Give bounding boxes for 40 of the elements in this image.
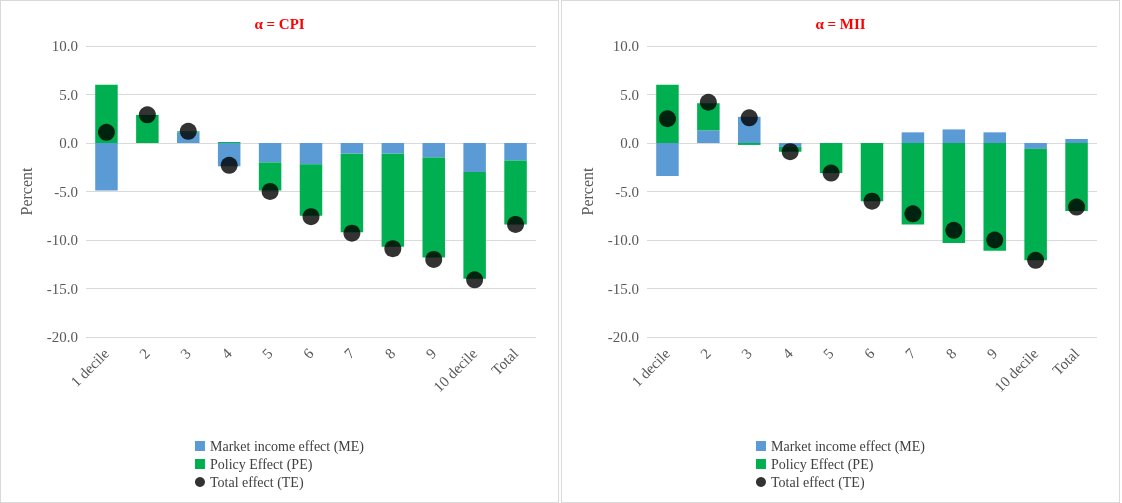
- x-tick-label: 7: [340, 344, 358, 362]
- x-tick-label: 8: [381, 345, 399, 362]
- y-axis-title: Percent: [578, 166, 596, 216]
- x-tick-label: 6: [861, 344, 879, 362]
- y-tick-label: -5.0: [615, 183, 639, 200]
- x-tick-label: 5: [259, 345, 276, 362]
- y-tick-label: 0.0: [59, 135, 78, 151]
- x-tick-label: 9: [422, 345, 440, 362]
- y-tick-label: -20.0: [607, 329, 639, 345]
- legend-label: Total effect (TE): [209, 474, 304, 491]
- y-tick-label: 0.0: [620, 135, 639, 151]
- x-tick-label: 9: [983, 345, 1001, 362]
- y-tick-label: -10.0: [46, 232, 78, 248]
- legend-label: Total effect (TE): [770, 474, 865, 491]
- y-axis-title: Percent: [17, 166, 35, 216]
- y-tick-label: -5.0: [54, 183, 78, 200]
- x-tick-label: 6: [300, 344, 318, 362]
- legend-label: Market income effect (ME): [209, 438, 365, 455]
- x-tick-label: 5: [820, 345, 837, 362]
- x-tick-label: 7: [901, 344, 919, 362]
- chart-title: α = CPI: [254, 15, 305, 32]
- y-tick-label: -20.0: [46, 329, 78, 345]
- y-tick-label: -10.0: [607, 232, 639, 248]
- x-tick-label: 8: [942, 345, 960, 362]
- legend-label: Market income effect (ME): [770, 438, 926, 455]
- x-tick-label: 2: [136, 345, 154, 362]
- x-tick-label: 2: [697, 345, 715, 362]
- legend-label: Policy Effect (PE): [209, 456, 313, 473]
- x-tick-label: 3: [738, 345, 755, 362]
- x-tick-label: 3: [177, 345, 194, 362]
- y-tick-label: 10.0: [612, 38, 639, 54]
- legend-label: Policy Effect (PE): [770, 456, 874, 473]
- x-tick-label: 4: [779, 344, 797, 362]
- y-tick-label: -15.0: [607, 280, 639, 297]
- x-tick-label: 4: [218, 344, 236, 362]
- y-tick-label: 10.0: [51, 38, 78, 54]
- y-tick-label: 5.0: [59, 86, 78, 103]
- y-tick-label: -15.0: [46, 280, 78, 297]
- chart-title: α = MII: [815, 15, 866, 32]
- y-tick-label: 5.0: [620, 86, 639, 103]
